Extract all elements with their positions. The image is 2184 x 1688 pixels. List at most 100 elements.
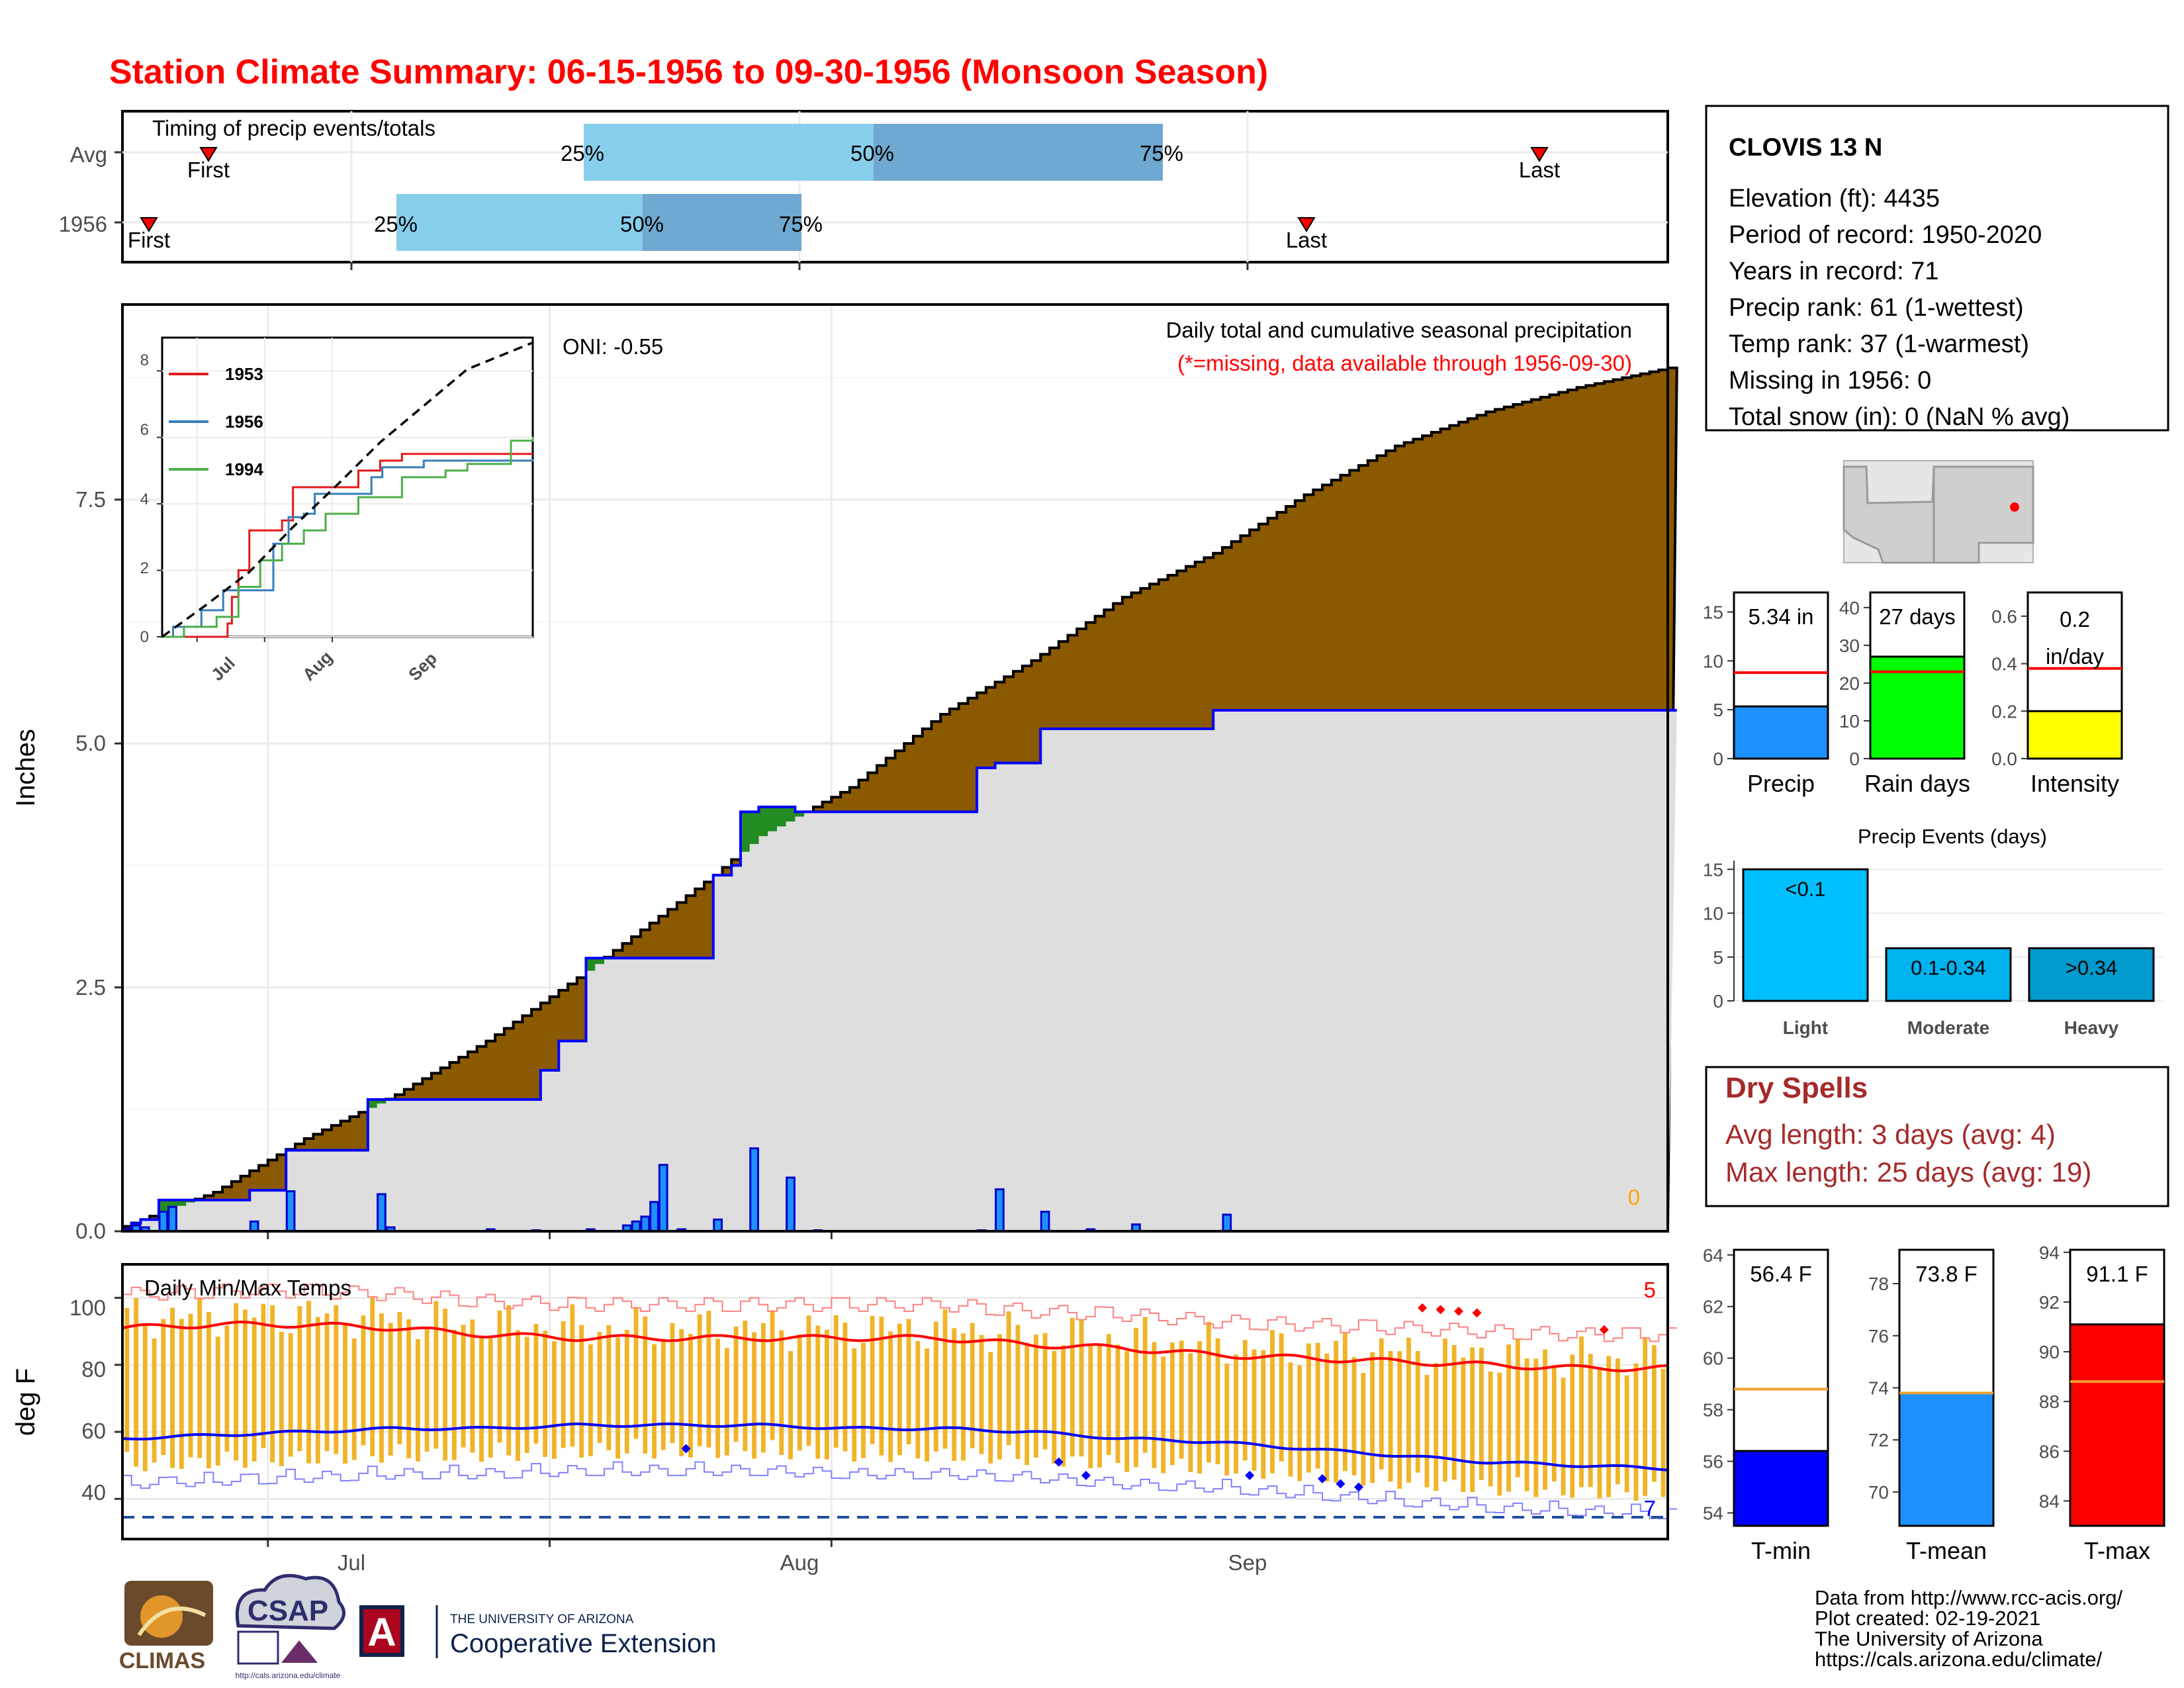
temp-range-bar bbox=[1334, 1340, 1339, 1483]
record-low-marker-icon bbox=[681, 1444, 691, 1454]
temp-range-bar bbox=[933, 1321, 938, 1452]
csap-logo: CSAP http://cals.arizona.edu/climate bbox=[236, 1573, 345, 1680]
small-tick-label: 56 bbox=[1703, 1452, 1723, 1472]
temp-range-bar bbox=[752, 1332, 757, 1459]
climas-emblem-sun bbox=[140, 1595, 183, 1638]
temp-range-bar bbox=[833, 1315, 839, 1448]
small-tick-label: 76 bbox=[1868, 1326, 1889, 1346]
station-snow: Total snow (in): 0 (NaN % avg) bbox=[1729, 403, 2070, 431]
record-low-marker-icon bbox=[1245, 1470, 1255, 1480]
temp-range-bar bbox=[1524, 1358, 1529, 1491]
summary-value-unit: in/day bbox=[2046, 644, 2105, 669]
temp-range-bar bbox=[842, 1322, 848, 1452]
year-p25-label: 25% bbox=[374, 212, 418, 236]
temp-range-bar bbox=[351, 1338, 357, 1460]
temp-range-bar bbox=[588, 1344, 593, 1456]
small-tick-label: 0.4 bbox=[1991, 654, 2017, 675]
temp-range-bar bbox=[715, 1338, 721, 1458]
avg-p75-label: 75% bbox=[1140, 141, 1183, 165]
temp-range-bar bbox=[1279, 1333, 1284, 1462]
precip-events-title: Precip Events (days) bbox=[1858, 825, 2047, 848]
small-tick-label: 0 bbox=[1713, 749, 1723, 769]
inset-y-tick-1: 2 bbox=[140, 559, 149, 577]
station-location-marker bbox=[2010, 502, 2019, 512]
temp-range-bar bbox=[579, 1325, 584, 1458]
temp-range-bar bbox=[915, 1340, 921, 1459]
summary-value-label: 56.4 F bbox=[1750, 1262, 1812, 1286]
temp-range-bar bbox=[1651, 1345, 1657, 1482]
temp-range-bar bbox=[652, 1344, 657, 1459]
temp-range-bar bbox=[279, 1331, 284, 1466]
daily-precip-bar bbox=[249, 1220, 259, 1233]
temp-range-bar bbox=[1388, 1350, 1393, 1482]
events-category-label: Heavy bbox=[2064, 1017, 2119, 1038]
temp-range-bar bbox=[361, 1315, 366, 1446]
temp-range-bar bbox=[606, 1325, 612, 1450]
station-info-frame bbox=[1705, 105, 2169, 432]
small-tick-label: 40 bbox=[1839, 598, 1860, 618]
climas-emblem-swirl bbox=[137, 1607, 206, 1636]
temp-range-bar bbox=[1479, 1347, 1484, 1480]
temp-range-bar bbox=[251, 1317, 257, 1462]
temp-range-bar bbox=[343, 1325, 347, 1464]
temp-min-count: 7 bbox=[1644, 1496, 1656, 1521]
year-last-marker-icon bbox=[1297, 217, 1316, 232]
temp-y-tick-40: 40 bbox=[81, 1480, 106, 1505]
temp-y-tick-100: 100 bbox=[69, 1295, 106, 1320]
temp-range-bar bbox=[1097, 1346, 1102, 1468]
inset-y-tick-4: 8 bbox=[140, 352, 149, 369]
temp-range-bar bbox=[988, 1352, 993, 1464]
main-y-tick-3: 7.5 bbox=[75, 487, 106, 512]
temp-range-bar bbox=[825, 1329, 829, 1460]
temp-range-bar bbox=[1506, 1344, 1512, 1492]
summary-bars: 0 5 10 15 5.34 in Precip 0 10 20 30 40 27 days Rain … bbox=[1703, 591, 2123, 797]
ua-name: THE UNIVERSITY OF ARIZONA bbox=[450, 1613, 634, 1626]
temp-range-bar bbox=[1134, 1327, 1138, 1468]
temp-panel: Daily Min/Max Temps 5 7 deg F 40 60 80 1… bbox=[11, 1263, 1677, 1575]
csap-mountain-icon bbox=[281, 1640, 318, 1663]
temp-range-bar bbox=[1033, 1335, 1038, 1458]
x-tick-sep: Sep bbox=[1228, 1550, 1267, 1575]
temp-range-bar bbox=[315, 1317, 320, 1464]
summary-bar-frame bbox=[1898, 1248, 1995, 1527]
temp-range-bar bbox=[1615, 1358, 1620, 1485]
small-tick-label: 0.6 bbox=[1991, 606, 2017, 627]
ua-emblem-icon bbox=[359, 1605, 404, 1657]
station-name: CLOVIS 13 N bbox=[1729, 134, 1882, 162]
summary-bar-name: T-mean bbox=[1906, 1537, 1987, 1564]
observed-cumulative-area bbox=[122, 710, 1677, 1231]
inset-chart: 0 2 4 6 8 Jul Aug Sep 1953 1956 1994 bbox=[140, 336, 534, 684]
daily-precip-bar bbox=[786, 1176, 796, 1233]
record-high-marker-icon bbox=[1454, 1306, 1464, 1316]
csap-wordmark: CSAP bbox=[248, 1595, 328, 1627]
main-y-tick-2: 5.0 bbox=[75, 731, 106, 755]
small-tick-label: 10 bbox=[1703, 651, 1723, 671]
events-category-label: Light bbox=[1783, 1017, 1828, 1038]
temp-range-bar bbox=[997, 1334, 1002, 1460]
dry-spells-max: Max length: 25 days (avg: 19) bbox=[1725, 1156, 2091, 1188]
temp-range-bar bbox=[1588, 1354, 1593, 1487]
station-period: Period of record: 1950-2020 bbox=[1729, 221, 2042, 249]
avg-p50-label: 50% bbox=[850, 141, 894, 165]
small-tick-label: 84 bbox=[2039, 1491, 2060, 1511]
temp-range-bar bbox=[1488, 1372, 1493, 1487]
avg-last-label: Last bbox=[1519, 158, 1560, 182]
locator-map bbox=[1843, 460, 2034, 564]
temp-range-bar bbox=[1533, 1358, 1539, 1497]
small-tick-label: 0.2 bbox=[1991, 701, 2017, 722]
temp-range-bar bbox=[424, 1327, 430, 1452]
temp-range-bar bbox=[288, 1333, 293, 1457]
observed-cumulative-line bbox=[122, 709, 1677, 1231]
summary-bar-t-min bbox=[1733, 1450, 1829, 1527]
temp-range-bar bbox=[870, 1315, 875, 1444]
record-low-marker-icon bbox=[1336, 1479, 1345, 1489]
summary-bar-intensity bbox=[2026, 710, 2123, 760]
temp-range-bar bbox=[1361, 1373, 1366, 1486]
temp-panel-frame bbox=[121, 1263, 1669, 1540]
temp-range-bar bbox=[852, 1348, 857, 1462]
temp-range-bar bbox=[1324, 1353, 1330, 1482]
temp-range-bar bbox=[952, 1328, 957, 1461]
temp-range-bar bbox=[1397, 1351, 1402, 1489]
daily-precip-bar bbox=[167, 1205, 177, 1233]
